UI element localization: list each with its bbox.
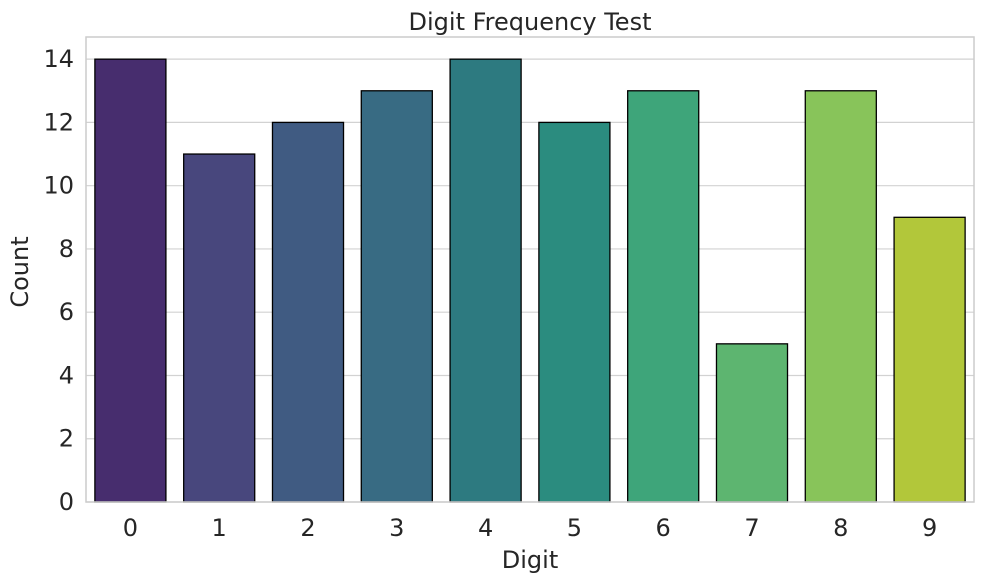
bar-digit-2 [271,121,345,503]
bar-digit-7 [715,343,789,503]
x-tick-label: 2 [300,514,315,542]
x-tick-label: 7 [744,514,759,542]
y-tick-label: 12 [43,108,74,136]
bar-digit-9 [893,216,966,503]
x-tick-label: 4 [478,514,493,542]
bar-digit-1 [183,153,256,503]
bar-digit-3 [360,90,433,503]
x-tick-label: 8 [833,514,848,542]
x-tick-label: 5 [567,514,582,542]
y-tick-label: 6 [59,298,74,326]
x-tick-label: 6 [656,514,671,542]
y-tick-label: 8 [59,235,74,263]
y-tick-label: 2 [59,425,74,453]
plot-frame [85,36,975,503]
x-tick-label: 0 [123,514,138,542]
bar-digit-5 [538,121,611,503]
x-axis-ticks: 0 1 2 3 4 5 6 7 8 9 [123,514,937,542]
y-tick-label: 14 [43,45,74,73]
y-axis-label: Count [6,236,34,307]
bars [94,58,966,503]
x-axis-label: Digit [502,546,558,574]
bar-digit-8 [804,90,877,503]
x-tick-label: 1 [212,514,227,542]
x-tick-label: 9 [922,514,937,542]
y-tick-label: 4 [59,361,74,389]
bar-digit-6 [627,90,700,503]
y-tick-label: 0 [59,488,74,516]
chart-title: Digit Frequency Test [409,8,652,36]
y-tick-label: 10 [43,172,74,200]
bar-digit-4 [449,58,522,503]
x-tick-label: 3 [389,514,404,542]
bar-digit-0 [94,58,167,503]
y-axis-ticks: 0 2 4 6 8 10 12 14 [43,45,74,516]
